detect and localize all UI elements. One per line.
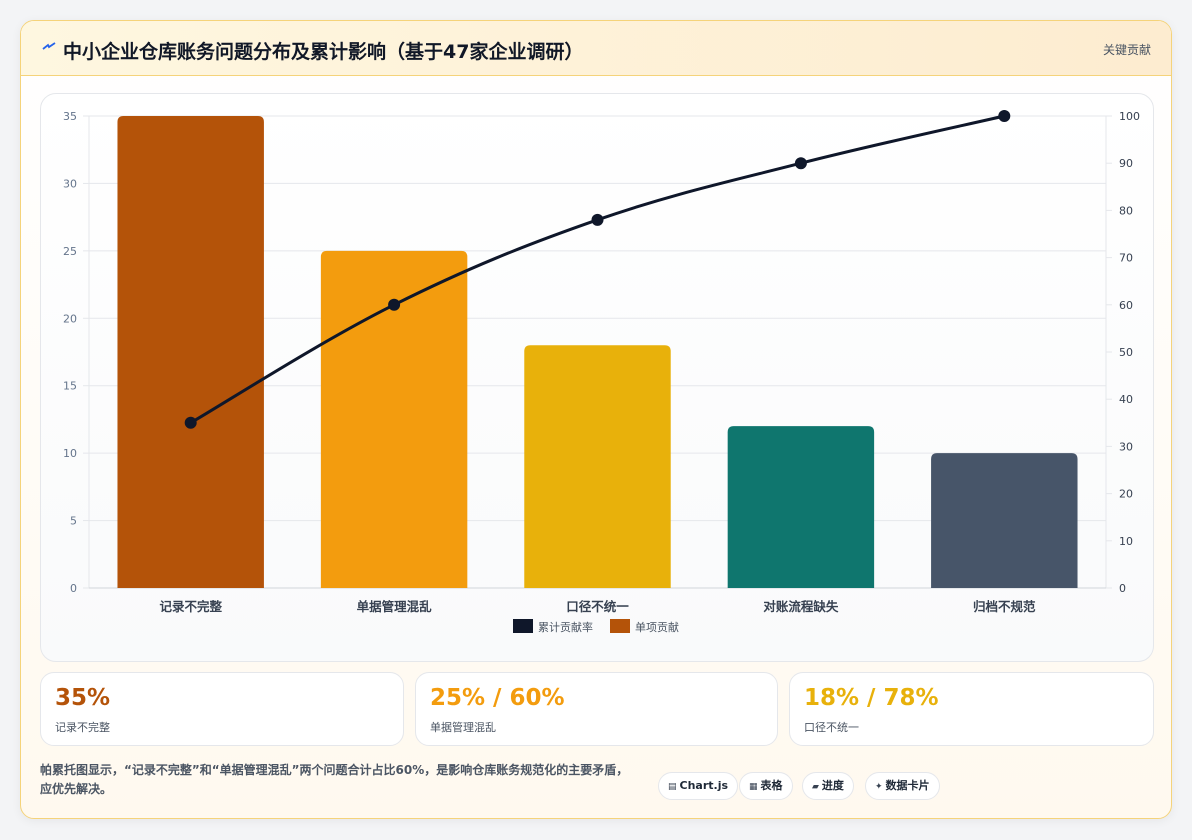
legend-swatch [513, 619, 533, 633]
x-tick-label: 口径不统一 [566, 599, 629, 614]
y2-tick-label: 50 [1119, 346, 1133, 359]
x-tick-label: 对账流程缺失 [763, 599, 839, 614]
y-tick-label: 5 [70, 515, 77, 528]
bar [727, 426, 875, 588]
legend-label: 单项贡献 [635, 620, 679, 634]
cumulative-point [388, 298, 401, 311]
legend-swatch [610, 619, 630, 633]
lightning-icon [42, 42, 56, 50]
chart-card: 中小企业仓库账务问题分布及累计影响（基于47家企业调研） 关键贡献 0 5 10 15… [20, 20, 1172, 819]
y-tick-label: 30 [63, 177, 77, 190]
stat-label: 口径不统一 [804, 721, 859, 734]
x-tick-label: 归档不规范 [973, 599, 1036, 614]
chip-table[interactable]: ▦ 表格 [739, 772, 793, 800]
chip-datacard[interactable]: ✦ 数据卡片 [865, 772, 940, 800]
progress-icon: ▰ [812, 782, 819, 792]
cumulative-point [794, 157, 807, 170]
legend-label: 累计贡献率 [538, 620, 593, 634]
page-title: 中小企业仓库账务问题分布及累计影响（基于47家企业调研） [63, 41, 584, 63]
y2-tick-label: 20 [1119, 488, 1133, 501]
sparkle-icon: ✦ [875, 782, 883, 792]
stat-label: 单据管理混乱 [430, 721, 496, 734]
y-tick-label: 10 [63, 447, 77, 460]
y2-tick-label: 0 [1119, 582, 1126, 595]
chip-label: 表格 [760, 779, 783, 792]
card-header: 中小企业仓库账务问题分布及累计影响（基于47家企业调研） 关键贡献 [21, 21, 1171, 76]
cumulative-point [184, 416, 197, 429]
y2-tick-label: 10 [1119, 535, 1133, 548]
bar [117, 116, 264, 588]
y2-tick-label: 40 [1119, 393, 1133, 406]
stat-card-2: 25% / 60% 单据管理混乱 [415, 672, 778, 746]
chip-label: 进度 [821, 779, 844, 792]
header-tag: 关键贡献 [1102, 43, 1151, 57]
bar [931, 453, 1078, 588]
bar [524, 345, 671, 588]
chip-label: Chart.js [679, 779, 729, 792]
y2-tick-label: 100 [1119, 110, 1140, 123]
stat-value: 25% / 60% [430, 685, 565, 711]
y-tick-label: 20 [63, 312, 77, 325]
stat-card-3: 18% / 78% 口径不统一 [789, 672, 1154, 746]
y-tick-label: 0 [70, 582, 77, 595]
x-tick-label: 记录不完整 [159, 599, 222, 614]
chip-progress[interactable]: ▰ 进度 [802, 772, 854, 800]
chip-label: 数据卡片 [885, 779, 930, 792]
x-tick-label: 单据管理混乱 [357, 599, 433, 614]
y2-tick-label: 30 [1119, 440, 1133, 453]
chip-chartjs[interactable]: ▤ Chart.js [658, 772, 739, 800]
y2-tick-label: 60 [1119, 299, 1133, 312]
y2-tick-label: 80 [1119, 204, 1133, 217]
stat-value: 18% / 78% [804, 685, 939, 711]
y-tick-label: 35 [63, 110, 77, 123]
stat-label: 记录不完整 [55, 721, 110, 734]
y2-tick-label: 70 [1119, 252, 1133, 265]
table-icon: ▦ [749, 782, 758, 792]
chart-container: 0 5 10 15 20 25 30 35 0 10 20 30 40 50 60 70 80 90 100 记录不完… [40, 93, 1154, 662]
stat-card-1: 35% 记录不完整 [40, 672, 404, 746]
chart-icon: ▤ [668, 782, 677, 792]
y2-tick-label: 90 [1119, 157, 1133, 170]
footer-note: 帕累托图显示，“记录不完整”和“单据管理混乱”两个问题合计占比60%，是影响仓库… [40, 763, 629, 796]
y-tick-label: 15 [63, 380, 77, 393]
cumulative-point [591, 213, 604, 226]
bar [320, 250, 468, 588]
pareto-chart: 0 5 10 15 20 25 30 35 0 10 20 30 40 50 60 70 80 90 100 记录不完… [63, 110, 1140, 634]
cumulative-point [998, 110, 1011, 122]
stat-value: 35% [55, 685, 111, 711]
y-tick-label: 25 [63, 245, 77, 258]
